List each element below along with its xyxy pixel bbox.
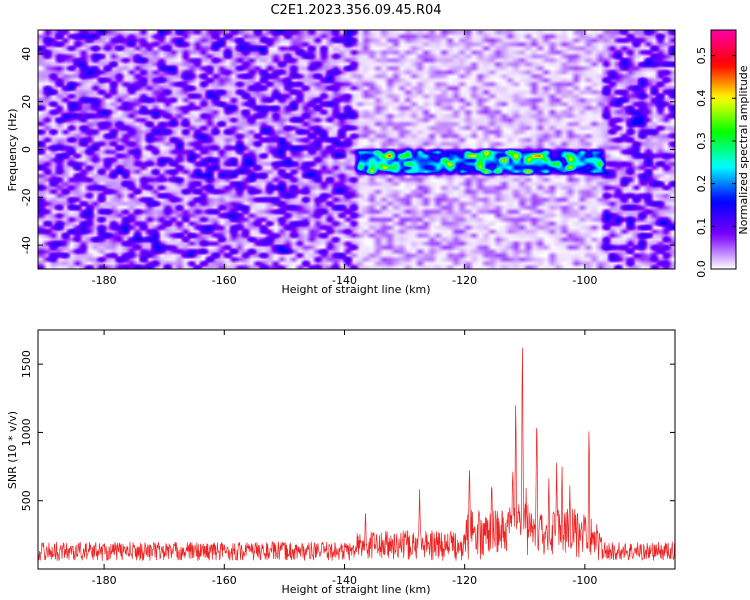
spectrogram-panel: -180 -160 -140 -120 -100 -40 -20 0 20 40 Height …	[6, 29, 676, 296]
spectrogram-x-axis-label: Height of straight line (km)	[281, 283, 430, 296]
snr-panel: -180 -160 -140 -120 -100 500 1000 1500 Height …	[6, 329, 676, 596]
colorbar-label: Normalized spectral amplitude	[737, 65, 750, 234]
spectrogram-y-axis-label: Frequency (Hz)	[6, 109, 19, 192]
snr-x-tick-label: -180	[92, 574, 117, 587]
spectrogram-y-tick-label: -40	[20, 236, 33, 254]
snr-y-tick-label: 500	[20, 490, 33, 511]
spectrogram-x-ticks: -180 -160 -140 -120 -100	[92, 30, 597, 287]
spectrogram-heatmap	[38, 30, 675, 269]
spectrogram-y-ticks: -40 -20 0 20 40	[20, 47, 675, 254]
colorbar-tick-label: 0.3	[695, 132, 708, 150]
colorbar-tick-label: 0.0	[695, 260, 708, 278]
spectrogram-image-frame	[38, 30, 675, 269]
spectrogram-x-tick-label: -180	[92, 274, 117, 287]
snr-series-line	[38, 347, 675, 561]
spectrogram-y-tick-label: 40	[20, 47, 33, 61]
snr-x-tick-label: -120	[452, 574, 477, 587]
spectrogram-x-tick-label: -120	[452, 274, 477, 287]
spectrogram-y-tick-label: 20	[20, 95, 33, 109]
spectrogram-y-tick-label: -20	[20, 188, 33, 206]
chart-title: C2E1.2023.356.09.45.R04	[270, 3, 441, 18]
colorbar-tick-label: 0.2	[695, 175, 708, 193]
spectrogram-x-tick-label: -140	[332, 274, 357, 287]
colorbar: 0.0 0.1 0.2 0.3 0.4 0.5 Normalized spectral a…	[695, 29, 750, 278]
snr-x-tick-label: -100	[572, 574, 597, 587]
spectrogram-x-tick-label: -160	[212, 274, 237, 287]
spectrogram-y-tick-label: 0	[20, 146, 33, 153]
colorbar-tick-label: 0.5	[695, 47, 708, 65]
snr-y-axis-label: SNR (10 * v/v)	[6, 411, 19, 489]
snr-x-axis-label: Height of straight line (km)	[281, 583, 430, 596]
snr-x-ticks: -180 -160 -140 -120 -100	[92, 330, 597, 587]
snr-axes-frame	[37, 329, 676, 570]
snr-y-tick-label: 1000	[20, 418, 33, 446]
snr-x-tick-label: -140	[332, 574, 357, 587]
snr-y-ticks: 500 1000 1500	[20, 350, 675, 511]
colorbar-tick-label: 0.4	[695, 90, 708, 108]
colorbar-tick-label: 0.1	[695, 218, 708, 236]
snr-x-tick-label: -160	[212, 574, 237, 587]
spectrogram-x-tick-label: -100	[572, 274, 597, 287]
colorbar-bar	[710, 29, 737, 270]
snr-y-tick-label: 1500	[20, 350, 33, 378]
colorbar-ticks: 0.0 0.1 0.2 0.3 0.4 0.5	[695, 47, 736, 278]
